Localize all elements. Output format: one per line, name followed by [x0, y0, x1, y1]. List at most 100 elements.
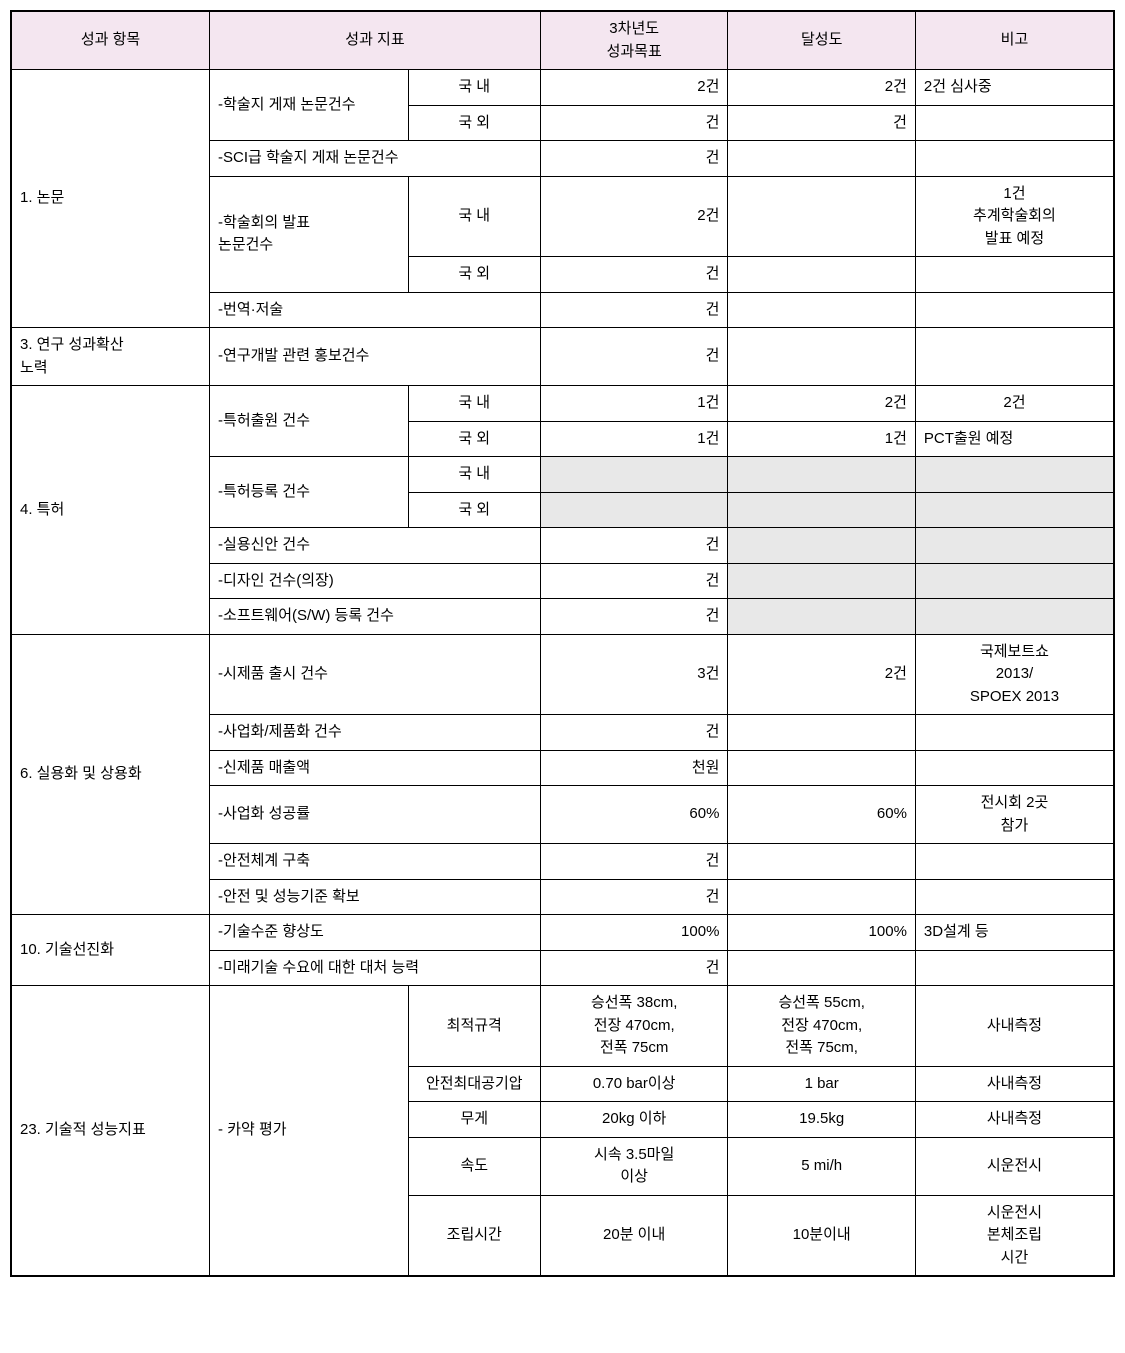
cell-sub: 국 내	[408, 386, 540, 422]
cell-target: 2건	[540, 70, 728, 106]
cell-target: 건	[540, 257, 728, 293]
cell-category: 10. 기술선진화	[11, 915, 210, 986]
cell-category: 3. 연구 성과확산노력	[11, 328, 210, 386]
table-row: 10. 기술선진화 -기술수준 향상도 100% 100% 3D설계 등	[11, 915, 1114, 951]
cell-target: 건	[540, 528, 728, 564]
cell-ach: 10분이내	[728, 1195, 916, 1276]
cell-ach: 19.5kg	[728, 1102, 916, 1138]
cell-target: 천원	[540, 750, 728, 786]
cell-indicator: -안전체계 구축	[210, 844, 541, 880]
cell-indicator: -실용신안 건수	[210, 528, 541, 564]
cell-target: 20분 이내	[540, 1195, 728, 1276]
cell-category: 6. 실용화 및 상용화	[11, 634, 210, 915]
cell-indicator: -번역·저술	[210, 292, 541, 328]
cell-target	[540, 492, 728, 528]
col-target: 3차년도성과목표	[540, 11, 728, 70]
cell-indicator: -학술회의 발표논문건수	[210, 176, 409, 292]
cell-ach: 60%	[728, 786, 916, 844]
cell-category: 1. 논문	[11, 70, 210, 328]
cell-target: 건	[540, 844, 728, 880]
cell-note: 전시회 2곳참가	[915, 786, 1114, 844]
col-note: 비고	[915, 11, 1114, 70]
cell-ach	[728, 492, 916, 528]
cell-category: 4. 특허	[11, 386, 210, 635]
cell-target: 100%	[540, 915, 728, 951]
cell-note	[915, 328, 1114, 386]
cell-ach: 승선폭 55cm,전장 470cm,전폭 75cm,	[728, 986, 916, 1067]
cell-indicator: -안전 및 성능기준 확보	[210, 879, 541, 915]
cell-note: PCT출원 예정	[915, 421, 1114, 457]
cell-target: 1건	[540, 421, 728, 457]
cell-ach	[728, 844, 916, 880]
cell-note	[915, 750, 1114, 786]
cell-indicator: -특허등록 건수	[210, 457, 409, 528]
cell-indicator: -사업화/제품화 건수	[210, 715, 541, 751]
cell-indicator: -SCI급 학술지 게재 논문건수	[210, 141, 541, 177]
cell-ach	[728, 141, 916, 177]
cell-sub: 최적규격	[408, 986, 540, 1067]
cell-ach	[728, 257, 916, 293]
cell-indicator: -소프트웨어(S/W) 등록 건수	[210, 599, 541, 635]
cell-indicator: -특허출원 건수	[210, 386, 409, 457]
cell-target: 시속 3.5마일이상	[540, 1137, 728, 1195]
cell-note	[915, 844, 1114, 880]
cell-ach: 100%	[728, 915, 916, 951]
cell-ach	[728, 457, 916, 493]
cell-indicator: -시제품 출시 건수	[210, 634, 541, 715]
cell-target: 건	[540, 715, 728, 751]
cell-note: 사내측정	[915, 1102, 1114, 1138]
cell-target: 0.70 bar이상	[540, 1066, 728, 1102]
cell-sub: 국 외	[408, 257, 540, 293]
cell-indicator: -신제품 매출액	[210, 750, 541, 786]
cell-ach	[728, 292, 916, 328]
cell-sub: 조립시간	[408, 1195, 540, 1276]
cell-note	[915, 715, 1114, 751]
cell-note	[915, 599, 1114, 635]
cell-ach	[728, 176, 916, 257]
cell-target: 2건	[540, 176, 728, 257]
cell-indicator: -기술수준 향상도	[210, 915, 541, 951]
cell-category: 23. 기술적 성능지표	[11, 986, 210, 1277]
cell-sub: 국 외	[408, 492, 540, 528]
cell-target: 건	[540, 328, 728, 386]
cell-note	[915, 292, 1114, 328]
cell-target: 20kg 이하	[540, 1102, 728, 1138]
cell-indicator: -디자인 건수(의장)	[210, 563, 541, 599]
cell-note: 1건추계학술회의발표 예정	[915, 176, 1114, 257]
cell-ach: 5 mi/h	[728, 1137, 916, 1195]
cell-ach	[728, 563, 916, 599]
cell-note	[915, 105, 1114, 141]
col-indicator: 성과 지표	[210, 11, 541, 70]
cell-sub: 국 내	[408, 457, 540, 493]
cell-note: 국제보트쇼2013/SPOEX 2013	[915, 634, 1114, 715]
cell-sub: 국 외	[408, 421, 540, 457]
cell-target: 건	[540, 879, 728, 915]
cell-ach	[728, 328, 916, 386]
cell-sub: 안전최대공기압	[408, 1066, 540, 1102]
cell-note	[915, 528, 1114, 564]
cell-target: 건	[540, 563, 728, 599]
cell-ach	[728, 950, 916, 986]
cell-ach	[728, 715, 916, 751]
cell-indicator: -연구개발 관련 홍보건수	[210, 328, 541, 386]
cell-ach	[728, 528, 916, 564]
cell-note	[915, 457, 1114, 493]
cell-note	[915, 492, 1114, 528]
cell-sub: 속도	[408, 1137, 540, 1195]
cell-indicator: -사업화 성공률	[210, 786, 541, 844]
cell-ach: 2건	[728, 386, 916, 422]
table-row: 3. 연구 성과확산노력 -연구개발 관련 홍보건수 건	[11, 328, 1114, 386]
table-row: 23. 기술적 성능지표 - 카약 평가 최적규격 승선폭 38cm,전장 47…	[11, 986, 1114, 1067]
cell-sub: 국 내	[408, 70, 540, 106]
cell-target	[540, 457, 728, 493]
cell-target: 건	[540, 292, 728, 328]
cell-note: 시운전시본체조립시간	[915, 1195, 1114, 1276]
cell-target: 1건	[540, 386, 728, 422]
cell-ach: 건	[728, 105, 916, 141]
table-row: 4. 특허 -특허출원 건수 국 내 1건 2건 2건	[11, 386, 1114, 422]
cell-sub: 국 외	[408, 105, 540, 141]
cell-note: 사내측정	[915, 986, 1114, 1067]
cell-ach	[728, 599, 916, 635]
cell-target: 60%	[540, 786, 728, 844]
table-row: 6. 실용화 및 상용화 -시제품 출시 건수 3건 2건 국제보트쇼2013/…	[11, 634, 1114, 715]
